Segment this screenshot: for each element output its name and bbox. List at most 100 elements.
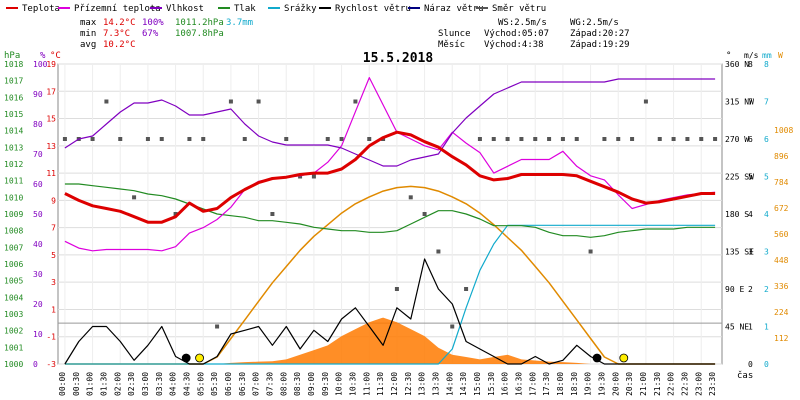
wind-direction-point [657,137,662,141]
axis-w-tick: 560 [774,230,789,239]
wind-direction-point [519,137,524,141]
x-tick-label: 23:00 [694,372,703,396]
wind-direction-point [201,137,206,141]
axis-hpa-tick: 1018 [4,60,23,69]
x-tick-label: 19:30 [597,372,606,396]
x-tick-label: 18:00 [556,372,565,396]
axis-mm-tick: 8 [764,60,769,69]
axis-ms-tick: 5 [748,173,753,182]
x-tick-label: 21:00 [639,372,648,396]
legend-label: Vlhkost [166,4,204,14]
wind-direction-point [436,249,441,254]
axis-hpa-tick: 1008 [4,227,23,236]
stat-avg-label: avg [80,40,96,50]
axis-ms-unit: m/s [744,51,759,60]
axis-dir-tick: 90 E [725,285,744,294]
axis-hpa-tick: 1002 [4,327,23,336]
axis-hpa-tick: 1016 [4,93,23,102]
x-tick-label: 06:30 [238,372,247,396]
x-tick-label: 00:30 [72,372,81,396]
axis-hpa-tick: 1009 [4,210,23,219]
series-line-teplota [64,130,716,224]
x-axis-label: čas [737,370,753,381]
legend-label: Srážky [284,4,317,14]
axis-pct-tick: 60 [33,180,43,189]
wind-direction-point [242,137,247,141]
axis-ms-tick: 3 [748,248,753,257]
series-line-rychlost-větru [64,258,716,365]
legend: Teplota Přízemní teplota Vlhkost Tlak Srážky… [6,4,546,14]
x-tick-label: 00:00 [58,372,67,396]
axis-dir-tick: 360 N [725,60,749,69]
axis-temp-tick: -1 [46,333,56,342]
x-tick-label: 20:30 [625,372,634,396]
wind-direction-point [408,195,413,200]
stat-sun-rise: Východ:05:07 [484,29,549,39]
wind-direction-point [394,287,399,291]
axis-ms-tick: 7 [748,98,753,107]
axis-temp-tick: 17 [46,87,56,96]
wind-direction-point [491,137,496,141]
axis-mm-tick: 4 [764,210,769,219]
x-tick-label: 04:30 [182,372,191,396]
x-tick-label: 14:30 [459,372,468,396]
wind-direction-point [630,137,635,141]
x-tick-label: 01:30 [99,372,108,396]
axis-w-unit: W [778,51,783,60]
wind-direction-point [228,99,233,104]
stats-block: max 14.2°C 100% 1011.2hPa 3.7mm min 7.3°… [80,18,630,50]
stat-ws: WS:2.5m/s [498,18,547,28]
axis-pct-tick: 0 [33,360,38,369]
wind-direction-point [505,137,510,141]
x-tick-label: 11:30 [376,372,385,396]
axis-ms-tick: 8 [748,60,753,69]
axis-hpa-tick: 1001 [4,343,23,352]
axis-pct-tick: 50 [33,210,43,219]
wind-direction-point [588,249,593,254]
axis-temp-tick: 3 [51,278,56,287]
axis-pct-tick: 40 [33,240,43,249]
axis-mm-tick: 2 [764,285,769,294]
x-tick-label: 18:30 [570,372,579,396]
axis-hpa-unit: hPa [4,51,20,61]
wind-direction-point [325,137,330,141]
legend-label: Náraz větru [424,4,484,14]
x-tick-label: 12:30 [404,372,413,396]
axis-mm-unit: mm [762,51,772,60]
axis-mm-tick: 3 [764,248,769,257]
axis-w-tick: 896 [774,152,789,161]
x-tick-label: 04:00 [169,372,178,396]
axis-pct-tick: 30 [33,270,43,279]
axis-temp-tick: 11 [46,169,56,178]
x-tick-label: 22:30 [680,372,689,396]
axis-pct-tick: 10 [33,330,43,339]
wind-direction-point [215,324,220,329]
axis-mm-tick: 6 [764,135,769,144]
wind-direction-point [256,99,261,104]
radiation-area [64,317,716,364]
axis-hpa-tick: 1014 [4,127,23,136]
x-tick-label: 09:30 [321,372,330,396]
x-tick-label: 09:00 [307,372,316,396]
stat-min-press: 1007.8hPa [175,29,224,39]
plot-area [57,63,723,365]
stat-moon-set: Západ:19:29 [570,40,630,50]
x-tick-label: 10:00 [335,372,344,396]
axis-ms-tick: 6 [748,135,753,144]
axis-mm-tick: 5 [764,173,769,182]
axis-pct-tick: 20 [33,300,43,309]
legend-label: Rychlost větru [335,4,411,14]
series-line-srážky [64,224,716,365]
wind-direction-point [671,137,676,141]
axis-w-tick: 336 [774,282,789,291]
x-tick-label: 17:00 [528,372,537,396]
stat-moon-rise: Východ:4:38 [484,40,544,50]
axis-mm-tick: 7 [764,98,769,107]
axis-hpa-tick: 1004 [4,293,23,302]
legend-label: Teplota [22,4,60,14]
wind-direction-point [284,137,289,141]
wind-direction-point [353,99,358,104]
wind-direction-point [616,137,621,141]
axis-temp-tick: -3 [46,360,56,369]
